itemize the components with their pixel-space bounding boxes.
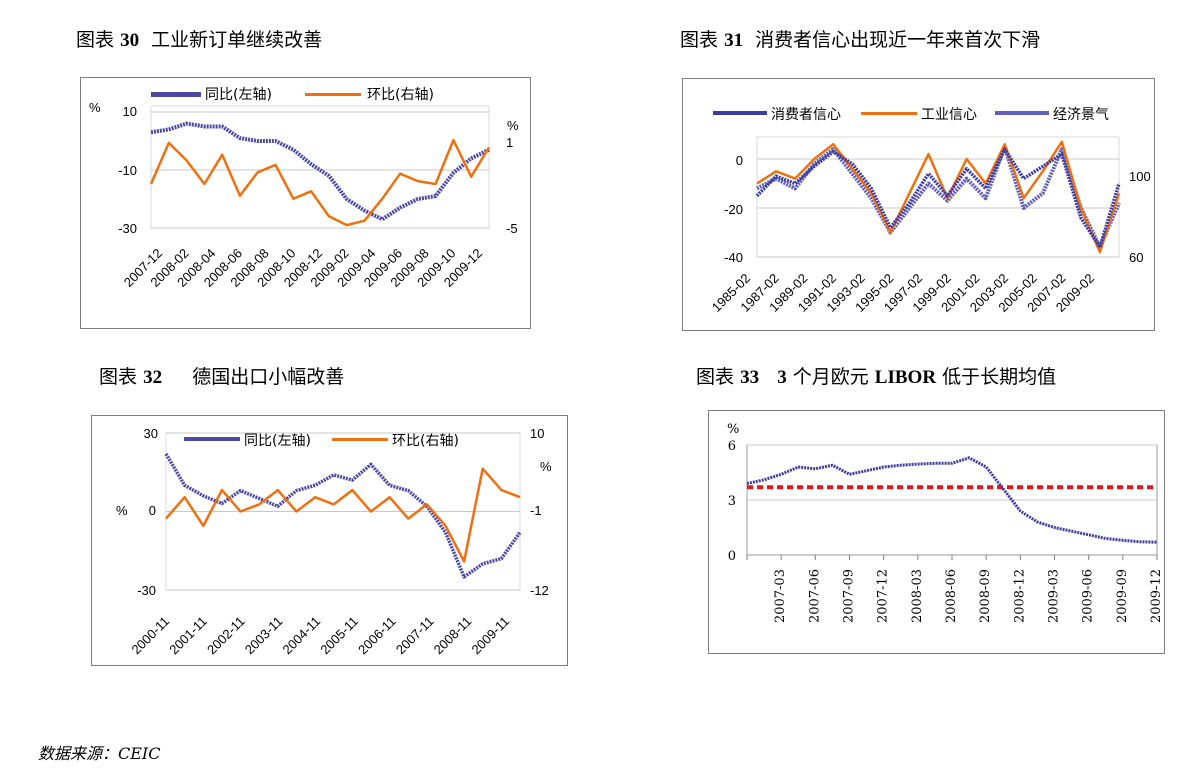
x-tick-label: 2004-11 (280, 614, 324, 658)
legend-swatch-yoy (151, 92, 163, 97)
x-tick-label: 2006-11 (355, 614, 399, 658)
chart32-panel: 同比(左轴) 环比(右轴) 30 0 -30 % 10 % -1 -12 200… (91, 415, 568, 666)
legend-swatch-mom (305, 93, 361, 96)
left-axis-unit: % (89, 100, 101, 115)
chart31-svg: 消费者信心 工业信心 经济景气 0 -20 -40 100 60 1985-02… (709, 107, 1151, 315)
y-tick-6: 6 (728, 439, 736, 454)
chart30-title: 图表 30 工业新订单继续改善 (76, 29, 323, 51)
x-tick-label: 2003-11 (242, 614, 286, 658)
legend-swatch-mom (332, 438, 388, 441)
right-tick-m5: -5 (506, 221, 518, 236)
right-tick-100: 100 (1129, 169, 1151, 184)
right-tick-m1: -1 (530, 503, 542, 518)
legend-label-yoy: 同比(左轴) (205, 87, 272, 103)
chart32-svg: 同比(左轴) 环比(右轴) 30 0 -30 % 10 % -1 -12 200… (116, 426, 552, 658)
chart30-svg: 同比(左轴) 环比(右轴) % % 10 -10 -30 1 -5 2007-1… (89, 87, 519, 290)
legend-swatch-yoy (184, 437, 240, 441)
chart30-panel: 同比(左轴) 环比(右轴) % % 10 -10 -30 1 -5 2007-1… (80, 77, 531, 329)
x-tick-label: 2002-11 (204, 614, 248, 658)
x-tick-label: 2008-12 (1012, 569, 1027, 623)
data-source-note: 数据来源：CEIC (38, 744, 161, 763)
x-tick-label: 2008-09 (978, 569, 993, 623)
left-tick-m30: -30 (137, 583, 156, 598)
series-industry-line (756, 140, 1121, 254)
legend-label-mom: 环比(右轴) (392, 433, 459, 449)
left-tick-m30: -30 (118, 221, 137, 236)
left-tick-m10: -10 (118, 163, 137, 178)
chart31-title: 图表 31 消费者信心出现近一年来首次下滑 (680, 29, 1041, 51)
x-tick-label: 2008-03 (910, 569, 925, 623)
legend-swatch-consumer (713, 111, 767, 115)
left-tick-30: 30 (144, 426, 158, 441)
x-tick-label: 2009-11 (468, 614, 512, 658)
x-tick-label: 2005-11 (317, 614, 361, 658)
x-tick-label: 2009-03 (1047, 569, 1062, 623)
x-tick-label: 2000-11 (128, 614, 172, 658)
x-tick-label: 2007-12 (876, 569, 891, 623)
legend-swatch-yoy-ext (163, 92, 201, 97)
x-tick-label: 2009-09 (1115, 569, 1130, 623)
chart33-title: 图表 33 3 个月欧元 LIBOR 低于长期均值 (696, 366, 1057, 388)
legend-label-industry: 工业信心 (921, 107, 977, 123)
series-consumer-line (755, 147, 1121, 249)
x-tick-label: 2007-09 (842, 569, 857, 623)
series-mom-line (165, 467, 521, 563)
x-tick-label: 2001-11 (166, 614, 210, 658)
x-tick-label: 2007-03 (773, 569, 788, 623)
legend-label-mom: 环比(右轴) (367, 87, 434, 103)
series-yoy-line (150, 121, 490, 222)
left-tick-m20: -20 (724, 202, 743, 217)
left-tick-m40: -40 (724, 250, 743, 265)
right-axis-unit: % (540, 459, 552, 474)
legend-swatch-econ (995, 111, 1049, 115)
x-tick-label: 2007-06 (807, 569, 822, 623)
x-tick-label: 2009-06 (1081, 569, 1096, 623)
left-tick-0: 0 (736, 153, 743, 168)
x-tick-label: 2007-11 (393, 614, 437, 658)
x-tick-label: 2009-12 (1149, 569, 1164, 623)
left-tick-0: 0 (149, 503, 156, 518)
y-tick-0: 0 (728, 549, 736, 564)
chart33-panel: % 6 3 0 2007-03 2007-06 2007-09 2007-12 2008… (708, 410, 1165, 654)
series-mom-line (149, 138, 491, 227)
x-tick-label: 2008-06 (944, 569, 959, 623)
chart33-svg: % 6 3 0 2007-03 2007-06 2007-09 2007-12 2008… (727, 422, 1164, 623)
legend-swatch-industry (861, 112, 917, 115)
series-econ-line (756, 144, 1121, 250)
left-tick-10: 10 (123, 104, 137, 119)
y-tick-3: 3 (728, 494, 736, 509)
series-yoy-line (164, 453, 522, 579)
series-euribor-line (746, 456, 1158, 544)
left-axis-unit: % (116, 503, 128, 518)
legend-label-yoy: 同比(左轴) (244, 433, 311, 449)
y-axis-unit: % (727, 422, 739, 437)
legend-label-consumer: 消费者信心 (771, 107, 841, 123)
right-tick-60: 60 (1129, 250, 1143, 265)
x-tick-label: 2008-11 (431, 614, 475, 658)
right-tick-1: 1 (506, 135, 513, 150)
chart32-title: 图表 32 德国出口小幅改善 (99, 366, 345, 388)
legend-label-econ: 经济景气 (1053, 107, 1109, 123)
right-tick-m12: -12 (530, 583, 549, 598)
right-tick-10: 10 (530, 426, 544, 441)
chart31-panel: 消费者信心 工业信心 经济景气 0 -20 -40 100 60 1985-02… (682, 78, 1155, 331)
right-axis-unit: % (507, 118, 519, 133)
